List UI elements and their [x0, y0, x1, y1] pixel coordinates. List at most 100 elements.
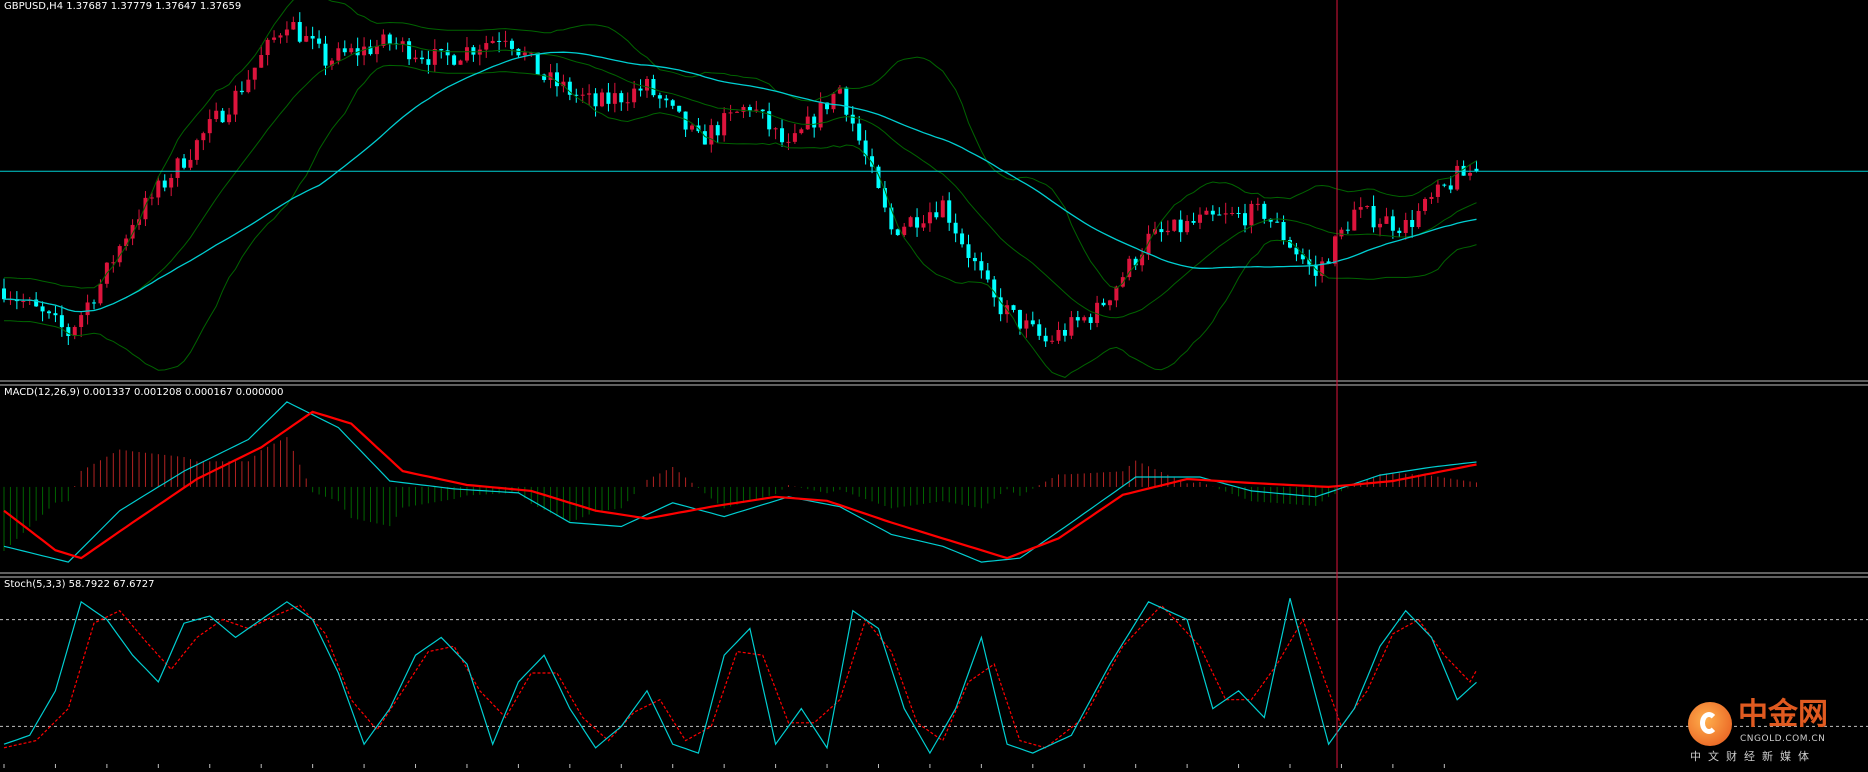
candle-body: [664, 98, 669, 101]
candle-body: [1120, 277, 1125, 287]
candle-body: [1435, 184, 1440, 197]
candle-body: [985, 270, 990, 280]
candle-body: [966, 244, 971, 258]
candle-body: [143, 197, 148, 220]
candle-body: [1062, 329, 1067, 336]
candle-body: [638, 88, 643, 91]
cngold-watermark: 中金网 CNGOLD.COM.CN 中文财经新媒体: [1688, 698, 1858, 763]
candle-body: [265, 39, 270, 56]
candle-body: [722, 113, 727, 136]
candle-body: [1403, 220, 1408, 233]
candle-body: [632, 88, 637, 103]
candle-body: [182, 158, 187, 168]
candle-body: [934, 212, 939, 218]
candle-body: [194, 140, 199, 160]
candle-body: [1339, 229, 1344, 237]
candle-body: [1172, 219, 1177, 231]
macd-pane[interactable]: [3, 401, 1477, 563]
candle-body: [2, 288, 6, 300]
candle-body: [1333, 236, 1338, 264]
candle-body: [278, 35, 283, 38]
candle-body: [239, 90, 244, 93]
candle-body: [1236, 212, 1241, 214]
candle-body: [529, 52, 534, 54]
candle-body: [844, 87, 849, 115]
candle-body: [741, 106, 746, 112]
candle-body: [1050, 340, 1055, 342]
candle-body: [1069, 317, 1074, 336]
candle-body: [317, 38, 322, 44]
candle-body: [1294, 247, 1299, 255]
moving-average-line: [4, 51, 1477, 313]
candle-body: [368, 46, 373, 55]
macd-pane-label: MACD(12,26,9) 0.001337 0.001208 0.000167…: [4, 387, 284, 398]
candle-body: [130, 224, 135, 239]
candle-body: [323, 43, 328, 66]
candle-body: [1358, 207, 1363, 210]
candle-body: [111, 262, 116, 264]
candle-body: [297, 22, 302, 42]
candle-body: [915, 217, 920, 228]
candle-body: [837, 87, 842, 94]
candle-body: [201, 133, 206, 141]
candle-body: [426, 59, 431, 65]
price-pane-label: GBPUSD,H4 1.37687 1.37779 1.37647 1.3765…: [4, 1, 242, 12]
macd-signal-line: [3, 410, 1477, 560]
candle-body: [92, 302, 97, 304]
candle-body: [1313, 264, 1318, 276]
candle-body: [780, 128, 785, 143]
candle-body: [548, 72, 553, 80]
bollinger-upper-line: [4, 0, 1477, 289]
price-pane[interactable]: [2, 0, 1479, 378]
candle-body: [805, 116, 810, 130]
candle-body: [1165, 230, 1170, 233]
candle-body: [59, 315, 64, 328]
candle-body: [1455, 165, 1460, 190]
candle-body: [1146, 233, 1151, 255]
candle-body: [998, 297, 1003, 315]
candle-body: [419, 57, 424, 60]
candle-body: [272, 37, 277, 40]
candle-body: [124, 238, 129, 247]
candle-body: [567, 81, 572, 95]
candle-body: [1191, 221, 1196, 223]
candle-body: [895, 229, 900, 236]
candle-body: [773, 128, 778, 130]
stoch-pane[interactable]: [0, 598, 1868, 755]
candle-body: [464, 47, 469, 61]
candle-body: [1378, 223, 1383, 228]
candle-body: [233, 90, 238, 115]
candle-body: [857, 123, 862, 141]
candle-body: [1223, 213, 1228, 215]
candle-body: [825, 102, 830, 110]
candle-body: [612, 93, 617, 104]
watermark-tagline: 中文财经新媒体: [1690, 750, 1816, 763]
candle-body: [34, 299, 39, 307]
candle-body: [831, 93, 836, 110]
candle-body: [715, 125, 720, 136]
candle-body: [291, 22, 296, 30]
candle-body: [458, 60, 463, 65]
candle-body: [432, 49, 437, 65]
candle-body: [580, 94, 585, 96]
candle-body: [1262, 203, 1267, 219]
candle-body: [1159, 229, 1164, 233]
candle-body: [1011, 305, 1016, 310]
candle-body: [863, 140, 868, 157]
candle-body: [349, 48, 354, 53]
candle-body: [1416, 210, 1421, 228]
candle-body: [902, 226, 907, 236]
candle-body: [908, 217, 913, 227]
candle-body: [1352, 209, 1357, 231]
candle-body: [227, 114, 232, 123]
candle-body: [657, 95, 662, 99]
candle-body: [690, 125, 695, 130]
stoch-pane-label: Stoch(5,3,3) 58.7922 67.6727: [4, 579, 155, 590]
candle-body: [214, 110, 219, 120]
candle-body: [850, 114, 855, 124]
candle-body: [1320, 261, 1325, 276]
candle-body: [1429, 196, 1434, 199]
candle-body: [960, 233, 965, 245]
